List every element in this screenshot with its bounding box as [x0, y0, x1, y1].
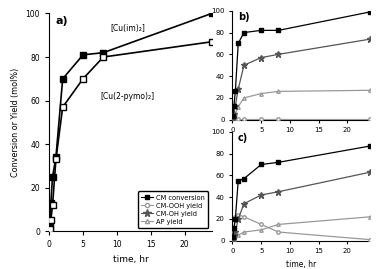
X-axis label: time, hr: time, hr [113, 255, 148, 264]
X-axis label: time, hr: time, hr [286, 139, 317, 148]
X-axis label: time, hr: time, hr [286, 260, 317, 269]
Text: [Cu(2-pymo)₂]: [Cu(2-pymo)₂] [100, 92, 154, 101]
Text: c): c) [238, 133, 248, 143]
Text: a): a) [56, 16, 68, 26]
Y-axis label: Conversion or Yield (mol%): Conversion or Yield (mol%) [11, 68, 20, 177]
Legend: CM conversion, CM-OOH yield, CM-OH yield, AP yield: CM conversion, CM-OOH yield, CM-OH yield… [138, 191, 208, 228]
Text: b): b) [238, 12, 249, 22]
Text: [Cu(im)₂]: [Cu(im)₂] [110, 24, 145, 33]
